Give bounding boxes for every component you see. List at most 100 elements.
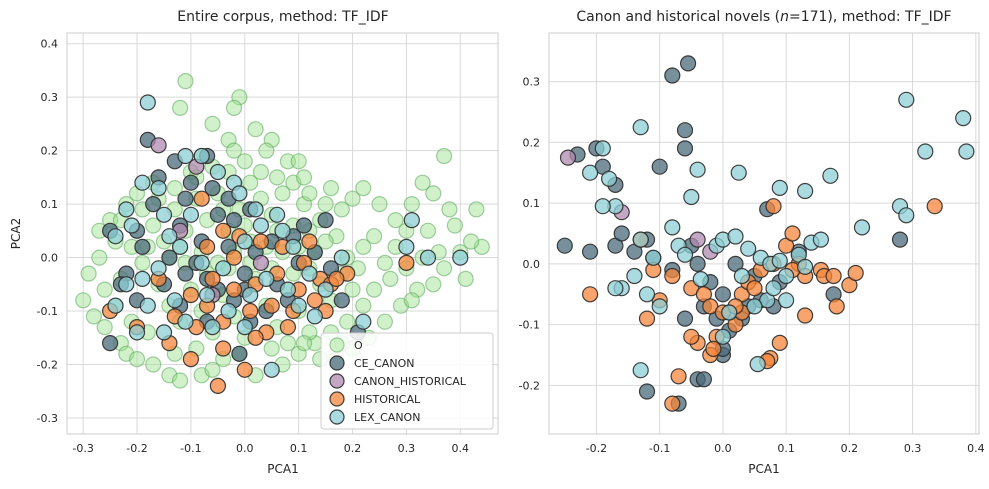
left-point-lex-canon (128, 324, 146, 341)
right-point-ce-canon (613, 225, 630, 242)
left-y-axis-label: PCA2 (9, 218, 23, 249)
legend-marker-canon-historical (329, 373, 345, 389)
right-point-historical (581, 286, 599, 303)
right-y-tick-label: -0.1 (519, 319, 540, 332)
left-point-o (301, 185, 318, 202)
left-point-o (441, 201, 458, 218)
left-point-lex-canon (182, 206, 199, 223)
right-point-historical (926, 198, 943, 215)
left-y-tick-label: -0.2 (37, 358, 58, 371)
right-point-lex-canon (632, 231, 649, 248)
left-point-lex-canon (134, 174, 151, 191)
right-point-historical (784, 225, 801, 242)
right-point-lex-canon (632, 362, 649, 379)
right-point-lex-canon (853, 219, 871, 236)
left-point-o (425, 185, 442, 202)
right-y-tick-label: 0.3 (523, 76, 541, 89)
right-point-historical (664, 267, 681, 285)
right-point-historical (664, 395, 681, 412)
left-point-ce-canon (134, 238, 151, 255)
right-point-lex-canon (898, 207, 915, 224)
right-point-ce-canon (581, 243, 599, 260)
left-point-o (322, 180, 340, 197)
right-point-lex-canon (730, 164, 747, 181)
right-point-canon-historical (689, 231, 706, 248)
left-point-o (344, 281, 361, 298)
left-point-o (75, 292, 92, 309)
left-point-o (172, 99, 189, 117)
right-point-lex-canon (607, 280, 624, 297)
right-point-lex-canon (600, 170, 618, 187)
left-point-lex-canon (172, 238, 189, 255)
left-point-o (463, 233, 480, 250)
legend-label-historical: HISTORICAL (354, 393, 421, 406)
right-point-lex-canon (749, 356, 766, 373)
left-point-o (355, 297, 372, 314)
left-point-o (145, 217, 162, 234)
left-point-o (80, 265, 97, 282)
left-point-o (236, 153, 253, 170)
left-point-ce-canon (145, 196, 162, 213)
right-point-ce-canon (676, 140, 694, 157)
left-x-tick-label: 0.0 (236, 442, 254, 455)
left-point-lex-canon (258, 270, 275, 287)
left-point-o (295, 335, 313, 352)
left-point-historical (204, 270, 221, 287)
right-point-lex-canon (727, 228, 744, 245)
right-point-lex-canon (721, 304, 738, 321)
left-point-o (166, 180, 183, 197)
legend-label-lex-canon: LEX_CANON (354, 411, 420, 424)
left-y-tick-label: 0.2 (41, 145, 59, 158)
left-point-ce-canon (231, 345, 248, 362)
left-point-o (85, 308, 103, 325)
right-point-historical (670, 368, 687, 385)
left-y-tick-label: -0.1 (37, 305, 58, 318)
left-point-lex-canon (285, 238, 302, 255)
left-point-o (425, 276, 442, 293)
left-point-lex-canon (398, 238, 415, 255)
left-y-tick-label: -0.3 (37, 412, 58, 425)
left-point-o (252, 163, 269, 181)
left-point-historical (306, 292, 323, 309)
right-plot-frame (548, 32, 980, 435)
left-x-tick-label: 0.2 (344, 442, 362, 455)
left-point-lex-canon (193, 254, 210, 271)
left-point-historical (209, 377, 226, 394)
right-x-tick-label: -0.1 (649, 442, 670, 455)
right-point-historical (683, 328, 700, 345)
right-point-canon-historical (559, 149, 577, 166)
left-point-lex-canon (231, 185, 248, 202)
right-tick-labels: -0.2 -0.1 0.0 0.1 0.2 0.3 0.4 -0.2 -0.1 0.0 0.1 0.2… (519, 76, 985, 455)
left-point-lex-canon (263, 361, 280, 378)
left-point-o (128, 351, 146, 368)
left-point-ce-canon (225, 212, 243, 229)
left-point-ce-canon (333, 292, 350, 309)
right-point-ce-canon (891, 231, 909, 248)
left-point-historical (263, 297, 280, 314)
left-x-tick-label: 0.4 (452, 442, 470, 455)
left-point-o (274, 185, 291, 202)
left-point-lex-canon (279, 281, 296, 298)
right-point-lex-canon (664, 219, 681, 236)
left-chart-title: Entire corpus, method: TF_IDF (177, 9, 388, 25)
left-x-axis-label: PCA1 (267, 462, 298, 476)
left-point-ce-canon (177, 190, 194, 207)
left-point-lex-canon (403, 212, 420, 229)
left-point-historical (182, 351, 199, 368)
right-y-tick-label: 0.0 (523, 258, 541, 271)
left-point-ce-canon (177, 265, 194, 282)
right-point-ce-canon (664, 67, 681, 84)
left-point-o (295, 169, 313, 186)
left-point-o (339, 313, 356, 330)
right-point-lex-canon (771, 179, 788, 196)
right-point-lex-canon (676, 246, 694, 263)
left-point-o (371, 196, 388, 213)
right-point-historical (765, 198, 782, 215)
left-point-o (225, 142, 243, 159)
left-point-lex-canon (252, 217, 269, 234)
right-point-lex-canon (683, 188, 700, 206)
left-point-lex-canon (177, 147, 194, 165)
left-point-historical (199, 238, 216, 255)
left-point-lex-canon (236, 319, 253, 336)
left-point-o (436, 147, 453, 165)
